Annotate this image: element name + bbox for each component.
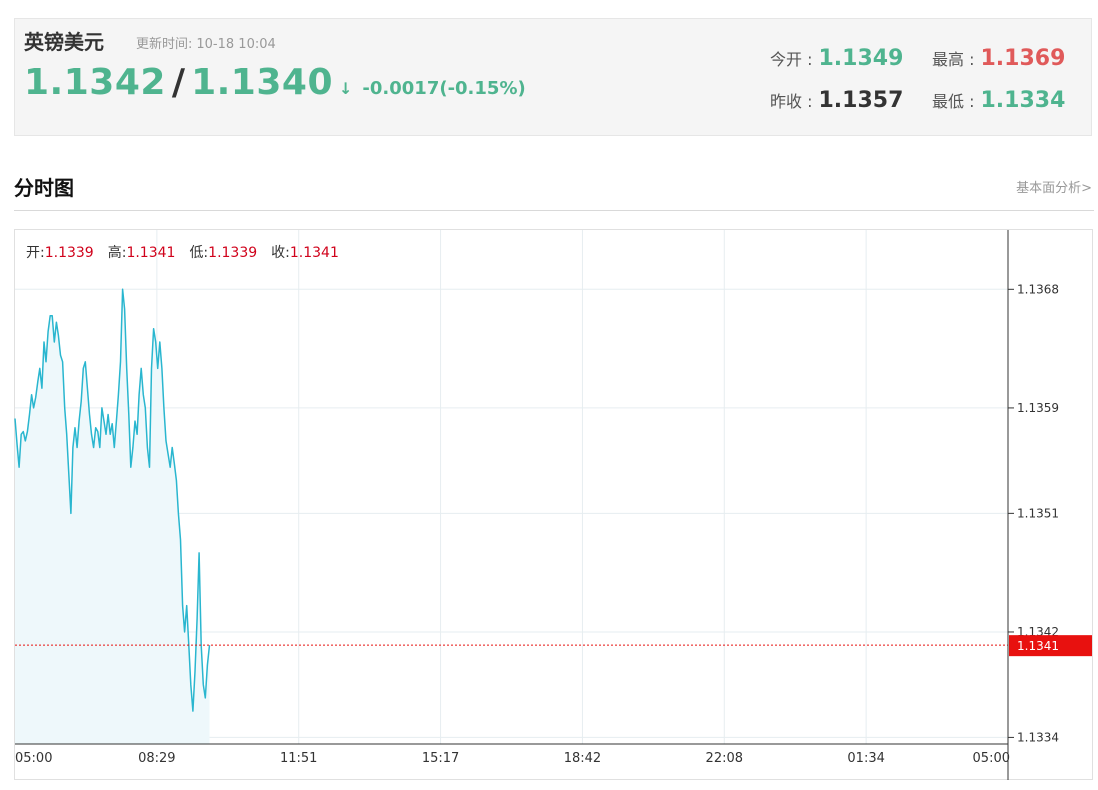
ohlc-close-value: 1.1341	[289, 245, 339, 261]
ohlc-low: 低:1.1339	[189, 242, 257, 262]
stat-high-label: 最高 :	[932, 50, 975, 69]
stat-prev-close: 昨收 : 1.1357	[770, 88, 903, 113]
price-row: 1.1342 / 1.1340 ↓ -0.0017(-0.15%)	[24, 62, 526, 103]
ohlc-high: 高:1.1341	[108, 242, 176, 262]
stat-open-value: 1.1349	[818, 46, 904, 71]
last-price-label: 1.1341	[1017, 639, 1059, 653]
bid-price: 1.1342	[24, 62, 166, 103]
update-time-value: 10-18 10:04	[196, 37, 276, 52]
ohlc-open: 开:1.1339	[26, 242, 94, 262]
x-tick-label: 18:42	[564, 751, 601, 766]
fundamental-analysis-link[interactable]: 基本面分析>	[1016, 181, 1092, 196]
ohlc-low-label: 低:	[189, 245, 209, 261]
down-arrow-icon: ↓	[339, 79, 353, 98]
x-tick-label: 11:51	[280, 751, 317, 766]
x-tick-label: 08:29	[138, 751, 175, 766]
price-change: -0.0017(-0.15%)	[362, 78, 526, 99]
stat-low-value: 1.1334	[980, 88, 1066, 113]
section-title: 分时图	[14, 176, 74, 200]
y-tick-label: 1.1351	[1017, 506, 1059, 520]
update-time-label: 更新时间:	[136, 37, 193, 52]
x-tick-label: 22:08	[706, 751, 743, 766]
ohlc-high-label: 高:	[107, 245, 127, 261]
ask-price: 1.1340	[191, 62, 333, 103]
ohlc-open-label: 开:	[26, 245, 45, 261]
x-tick-label: 15:17	[422, 751, 459, 766]
x-tick-label: 05:00	[973, 751, 1010, 766]
stat-prev-close-label: 昨收 :	[770, 92, 813, 111]
stat-open-label: 今开 :	[770, 50, 813, 69]
price-separator: /	[171, 62, 186, 103]
x-tick-label: 01:34	[847, 751, 884, 766]
section-divider	[14, 210, 1094, 211]
update-time: 更新时间: 10-18 10:04	[136, 33, 276, 52]
stat-prev-close-value: 1.1357	[818, 88, 904, 113]
ohlc-low-value: 1.1339	[208, 245, 258, 261]
ohlc-close: 收:1.1341	[271, 242, 339, 262]
y-tick-label: 1.1368	[1017, 282, 1059, 296]
stat-high: 最高 : 1.1369	[932, 46, 1065, 71]
stat-low-label: 最低 :	[932, 92, 975, 111]
ohlc-open-value: 1.1339	[44, 245, 94, 261]
stat-low: 最低 : 1.1334	[932, 88, 1065, 113]
y-tick-label: 1.1334	[1017, 730, 1059, 744]
quote-panel	[14, 18, 1092, 136]
stat-high-value: 1.1369	[980, 46, 1066, 71]
y-tick-label: 1.1359	[1017, 401, 1059, 415]
ohlc-close-label: 收:	[271, 245, 290, 261]
ohlc-high-value: 1.1341	[126, 245, 176, 261]
pair-name: 英镑美元	[24, 30, 104, 54]
last-price-marker	[1009, 635, 1092, 657]
x-tick-label: 05:00	[15, 751, 52, 766]
ohlc-readout: 开:1.1339 高:1.1341 低:1.1339 收:1.1341	[26, 242, 339, 262]
price-line	[14, 288, 211, 712]
chart-frame	[14, 229, 1093, 780]
stat-open: 今开 : 1.1349	[770, 46, 903, 71]
price-area	[15, 289, 210, 744]
